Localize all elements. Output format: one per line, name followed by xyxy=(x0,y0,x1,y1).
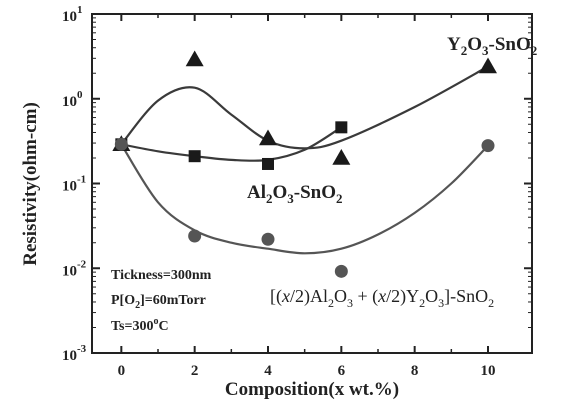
y-tick-label: 10-1 xyxy=(62,174,86,195)
square-marker xyxy=(335,121,348,134)
circle-marker xyxy=(261,232,275,246)
data-markers xyxy=(112,50,497,278)
y-tick-label: 10-3 xyxy=(62,343,87,364)
x-tick-label: 8 xyxy=(411,363,419,379)
square-marker xyxy=(262,157,274,170)
pressure-condition: P[O2]=60mTorr xyxy=(111,293,206,311)
al2o3-sno2-label: Al2O3-SnO2 xyxy=(247,182,343,206)
thickness-condition: Tickness=300nm xyxy=(111,268,212,283)
y-axis-title: Resistivity(ohm-cm) xyxy=(20,102,41,266)
triangle-marker xyxy=(332,148,351,165)
circle-marker xyxy=(481,139,495,153)
fit-curve-circle xyxy=(120,143,489,255)
axis-ticks xyxy=(92,13,532,354)
fit-curve-triangle xyxy=(120,65,489,150)
fit-curves xyxy=(120,65,489,255)
square-marker xyxy=(188,150,201,163)
x-tick-label: 10 xyxy=(481,363,496,379)
fit-curve-square xyxy=(121,126,342,162)
x-tick-label: 0 xyxy=(118,363,126,379)
mixed-oxide-label: [(x/2)Al2O3 + (x/2)Y2O3]-SnO2 xyxy=(270,286,494,310)
x-tick-label: 4 xyxy=(264,363,272,379)
x-tick-label: 6 xyxy=(338,363,346,379)
circle-marker xyxy=(188,229,202,243)
substrate-temperature-condition: Ts=300oC xyxy=(111,316,169,334)
y-tick-label: 100 xyxy=(62,89,83,110)
triangle-marker xyxy=(479,57,497,74)
x-axis-title: Composition(x wt.%) xyxy=(225,379,399,400)
triangle-marker xyxy=(185,50,204,67)
y-tick-label: 101 xyxy=(62,4,83,25)
triangle-marker xyxy=(259,129,277,146)
y-tick-labels: 10-3 10-2 10-1 100 101 xyxy=(62,4,87,364)
circle-marker xyxy=(334,264,348,278)
y-tick-label: 10-2 xyxy=(62,258,87,279)
x-tick-labels: 0 2 4 6 8 10 xyxy=(118,363,496,379)
y2o3-sno2-label: Y2O3-SnO2 xyxy=(447,34,537,58)
circle-marker xyxy=(114,137,128,151)
x-tick-label: 2 xyxy=(191,363,199,379)
